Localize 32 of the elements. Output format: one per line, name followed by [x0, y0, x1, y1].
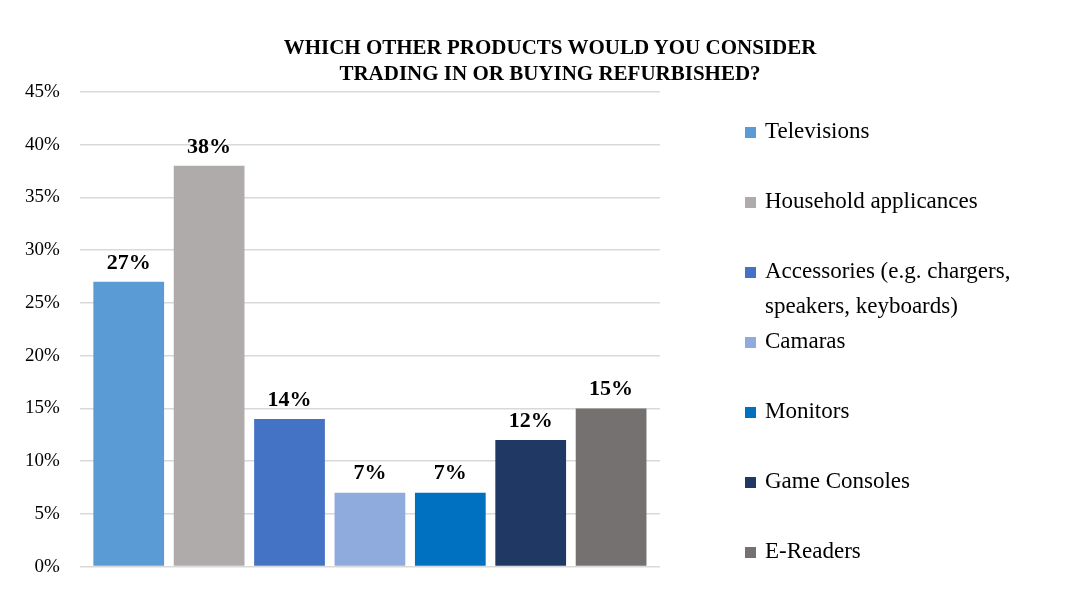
legend-label: E-Readers	[765, 538, 861, 564]
y-tick-label: 25%	[25, 290, 60, 312]
legend-label: Accessories (e.g. chargers, speakers, keyboards)	[765, 258, 1011, 319]
y-tick-label: 10%	[25, 449, 60, 471]
data-label: 15%	[589, 375, 634, 401]
legend-label: Game Consoles	[765, 468, 911, 494]
data-label: 27%	[106, 248, 151, 274]
y-tick-label: 5%	[34, 501, 60, 523]
legend-label: Household applicances	[765, 188, 978, 214]
data-label: 12%	[508, 406, 553, 432]
bar	[414, 492, 486, 566]
bar	[575, 408, 647, 566]
y-tick-label: 15%	[25, 396, 60, 418]
y-tick-label: 35%	[25, 185, 60, 207]
bar	[334, 492, 406, 566]
data-label: 38%	[187, 132, 232, 158]
y-tick-label: 20%	[25, 343, 60, 365]
legend-label: Camaras	[765, 328, 846, 354]
chart-title: WHICH OTHER PRODUCTS WOULD YOU CONSIDER TRADING IN OR BUYING REFURBISHED?	[282, 34, 818, 86]
legend-label: Televisions	[765, 118, 870, 144]
bar	[254, 418, 325, 566]
data-label: 7%	[353, 459, 387, 485]
bar	[173, 165, 245, 566]
y-tick-label: 30%	[25, 238, 60, 260]
bar	[495, 440, 567, 566]
bar	[93, 281, 165, 566]
y-tick-label: 45%	[25, 79, 60, 101]
data-label: 7%	[433, 459, 467, 485]
y-tick-label: 40%	[25, 132, 60, 154]
legend-label: Monitors	[765, 398, 850, 424]
data-label: 14%	[267, 385, 312, 411]
y-tick-label: 0%	[34, 554, 60, 576]
